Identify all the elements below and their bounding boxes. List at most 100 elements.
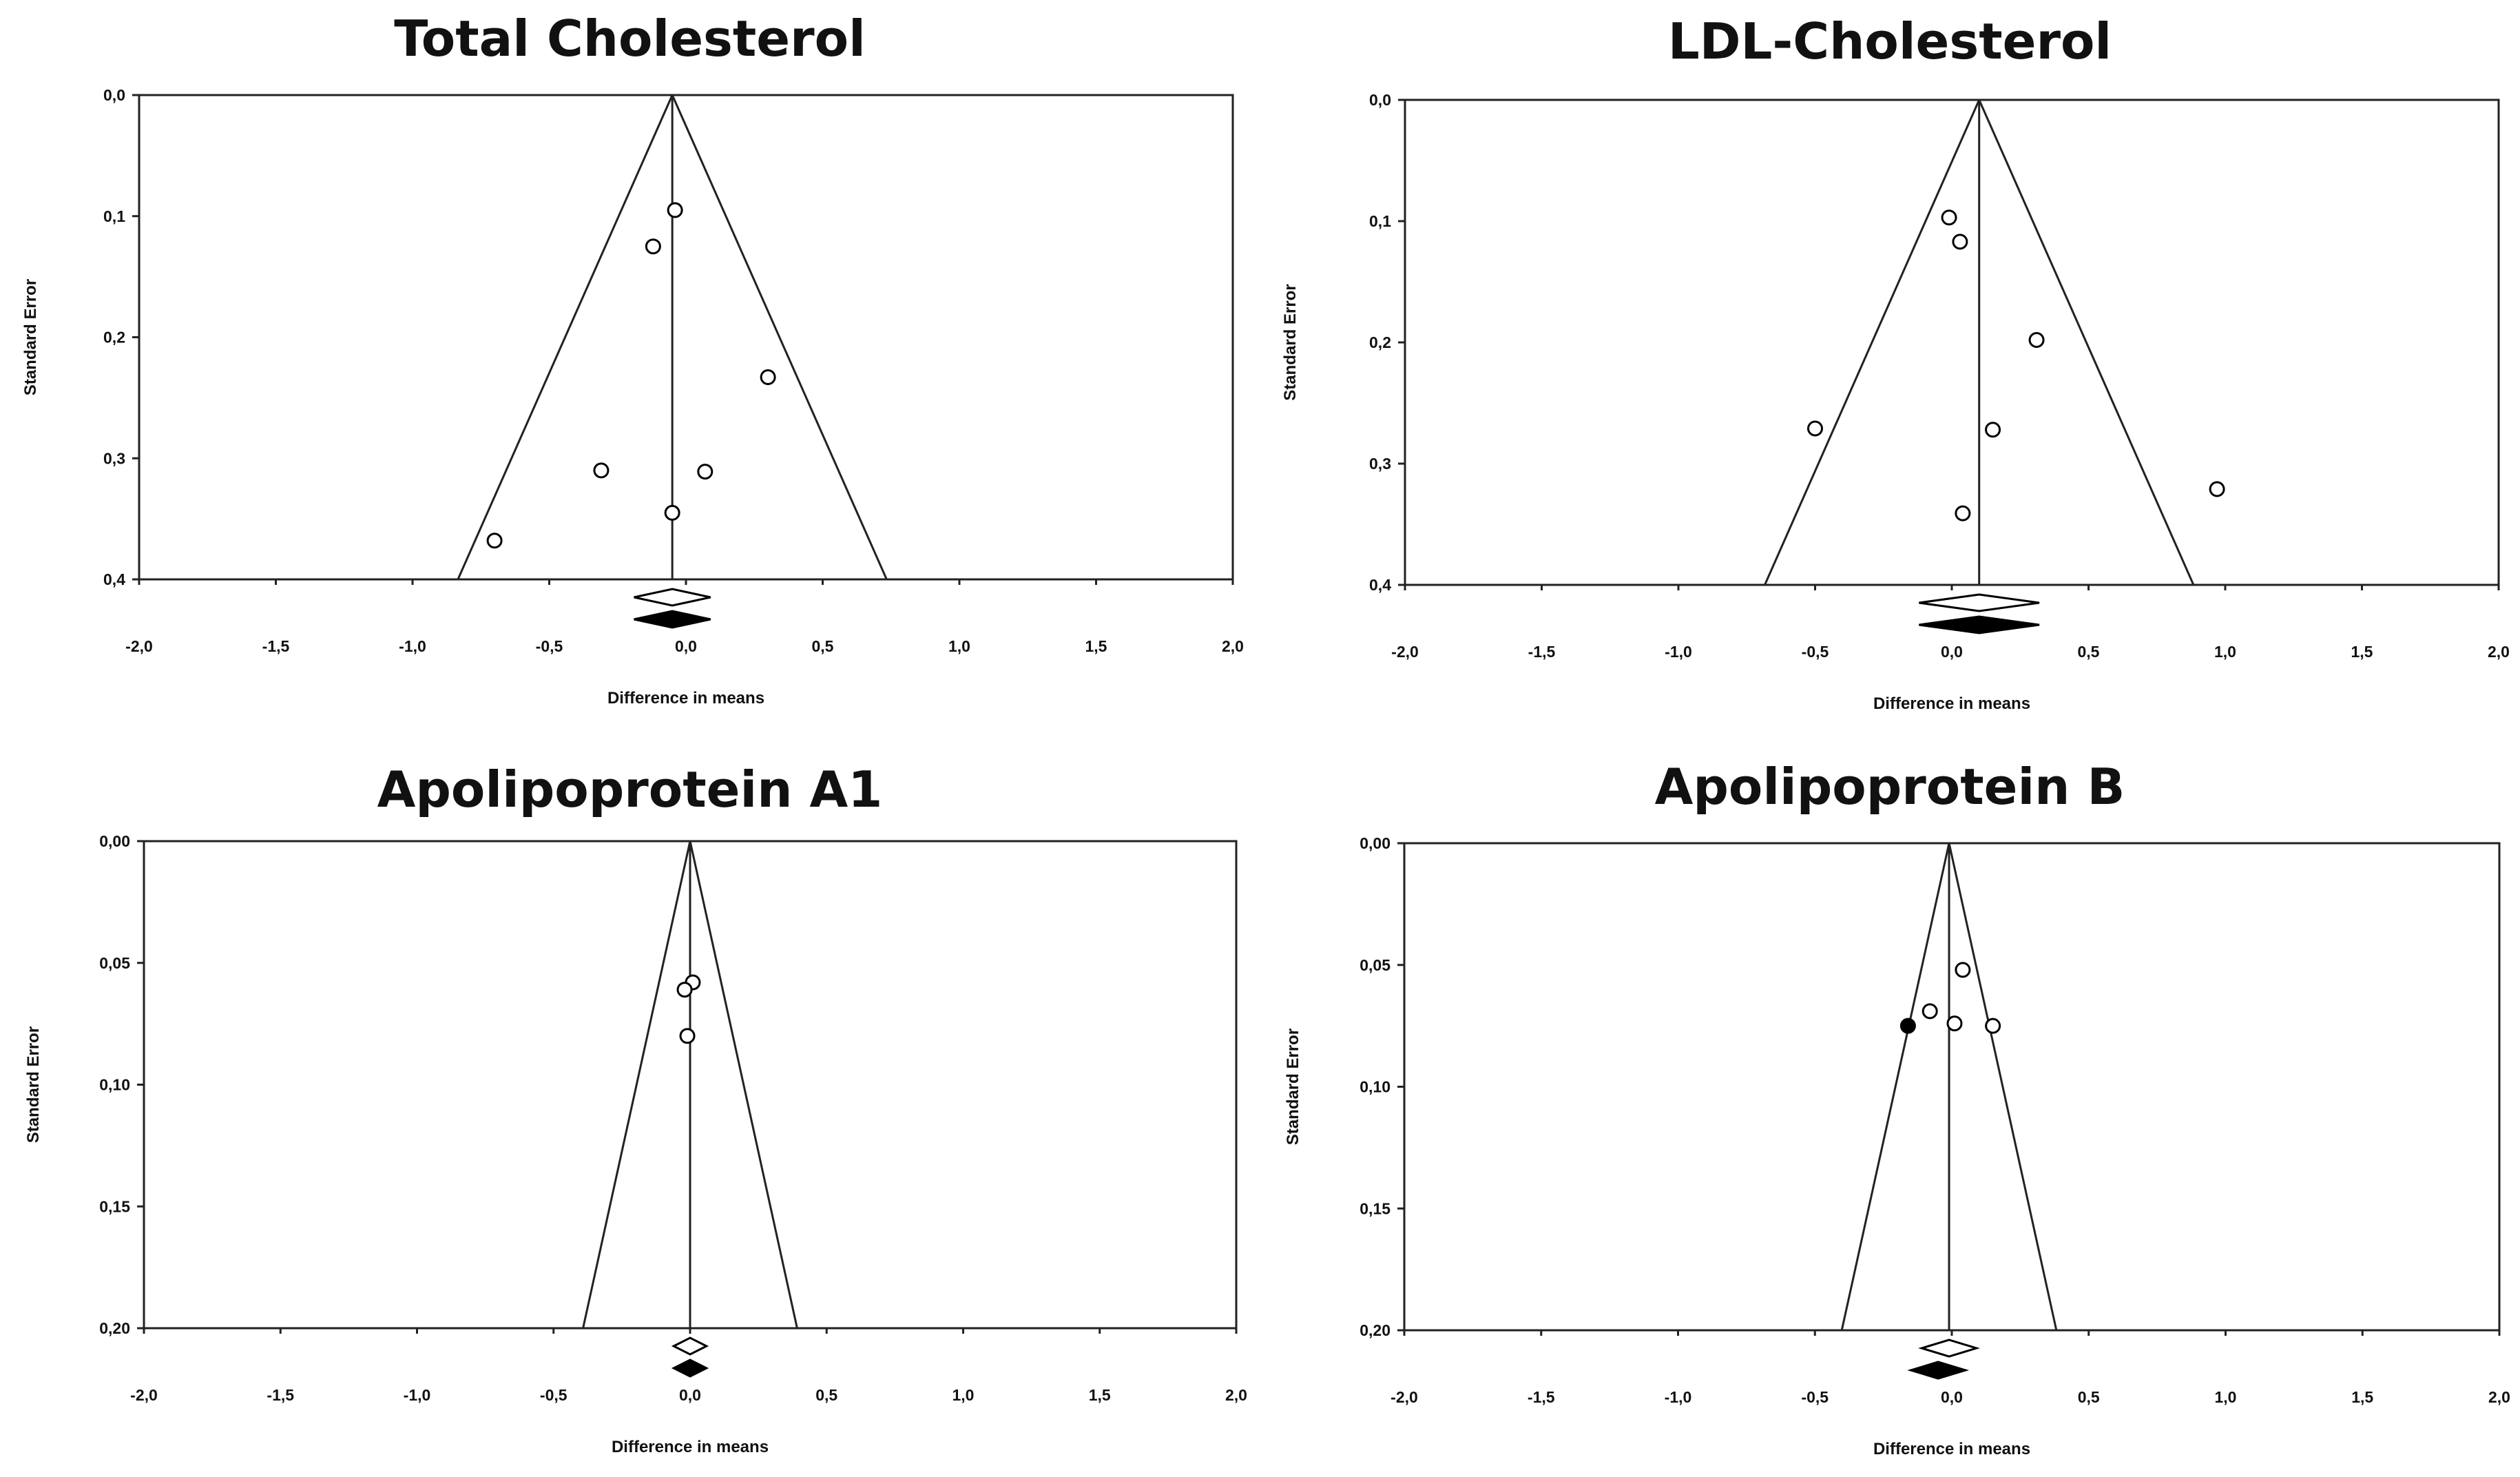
study-point: [1952, 234, 1968, 250]
x-tick-label: 1,0: [948, 637, 970, 655]
y-tick-label: 0,1: [103, 207, 125, 225]
x-tick-label: -1,0: [399, 637, 426, 655]
y-axis-label: Standard Error: [1284, 1029, 1302, 1145]
funnel-right-limit: [671, 94, 888, 580]
y-tick-label: 0,15: [99, 1197, 130, 1215]
study-point: [679, 1028, 696, 1044]
chart-title: LDL-Cholesterol: [1667, 12, 2112, 70]
x-tick-label: 2,0: [1225, 1386, 1247, 1404]
x-tick-label: 0,0: [1941, 643, 1963, 661]
chart-title: Apolipoprotein B: [1654, 758, 2125, 816]
study-point: [2028, 331, 2045, 348]
funnel-plot-svg: 0,0 0,1 0,2 0,3 0,4 -2,0 -1,5 -1,0 -0,5 0,0 0,5 1,0…: [1281, 91, 2510, 713]
x-tick-label: 0,5: [2078, 643, 2100, 661]
x-tick-label: 0,0: [1941, 1388, 1963, 1406]
study-point: [667, 202, 683, 218]
study-point: [645, 238, 661, 255]
y-axis-label: Standard Error: [21, 279, 40, 395]
study-point: [1807, 420, 1823, 437]
funnel-left-limit: [582, 840, 691, 1329]
x-tick-label: -1,5: [1528, 1388, 1555, 1406]
y-tick-label: 0,2: [1369, 333, 1391, 351]
x-tick-label: -1,0: [1665, 1388, 1692, 1406]
x-tick-label: -0,5: [540, 1386, 567, 1404]
chart-title: Apolipoprotein A1: [377, 761, 883, 818]
x-tick-label: 1,5: [2351, 1388, 2373, 1406]
x-tick-label: 2,0: [1222, 637, 1244, 655]
x-tick-label: 1,5: [1089, 1386, 1111, 1404]
study-point: [697, 464, 714, 480]
observed-summary-diamond: [1919, 593, 2040, 612]
x-tick-label: -2,0: [130, 1386, 158, 1404]
funnel-plot-apolipoprotein-a1: Apolipoprotein A1 0,00 0,05 0,10 0,15 0,20 -2…: [0, 738, 1260, 1477]
y-axis-label: Standard Error: [1281, 284, 1300, 400]
adjusted-summary-diamond: [634, 610, 711, 629]
x-tick-label: -1,5: [1528, 643, 1556, 661]
plot-frame: [1404, 99, 2500, 586]
study-point: [760, 369, 776, 385]
y-tick-label: 0,3: [103, 449, 125, 467]
x-axis-label: Difference in means: [1873, 694, 2030, 713]
x-tick-label: 1,0: [2215, 1388, 2237, 1406]
chart-title: Total Cholesterol: [394, 10, 866, 68]
observed-summary-diamond: [671, 1336, 709, 1356]
observed-summary-diamond: [1918, 1339, 1980, 1358]
x-tick-label: -2,0: [1391, 1388, 1418, 1406]
y-tick-label: 0,10: [1360, 1078, 1391, 1096]
y-tick-label: 0,05: [99, 954, 130, 972]
plot-frame: [1403, 842, 2501, 1332]
study-point: [2209, 481, 2225, 497]
study-point: [486, 533, 503, 549]
funnel-left-limit: [457, 94, 674, 580]
x-tick-label: -0,5: [1802, 643, 1829, 661]
y-tick-label: 0,00: [1360, 834, 1391, 852]
y-tick-label: 0,4: [1369, 576, 1391, 594]
x-tick-label: -2,0: [125, 637, 153, 655]
imputed-study-point: [1899, 1018, 1916, 1034]
funnel-plot-svg: 0,00 0,05 0,10 0,15 0,20 -2,0 -1,5 -1,0 -0,5 0,0 0…: [1284, 834, 2510, 1458]
y-tick-label: 0,4: [103, 570, 125, 588]
funnel-plot-apolipoprotein-b: Apolipoprotein B 0,00 0,05 0,10 0,15 0,20 -2,…: [1260, 738, 2520, 1477]
funnel-plot-ldl-cholesterol: LDL-Cholesterol 0,0 0,1 0,2 0,3 0,4 -2,0 -1,5 -…: [1260, 0, 2520, 738]
x-tick-label: 1,5: [2351, 643, 2373, 661]
funnel-left-limit: [1764, 99, 1981, 586]
x-tick-label: 0,5: [815, 1386, 837, 1404]
x-axis-label: Difference in means: [1873, 1440, 2030, 1458]
x-tick-label: -1,0: [1665, 643, 1692, 661]
study-point: [1922, 1003, 1938, 1020]
y-axis-label: Standard Error: [24, 1026, 43, 1143]
observed-summary-diamond: [634, 588, 711, 607]
x-tick-label: 0,5: [2078, 1388, 2100, 1406]
y-tick-label: 0,3: [1369, 455, 1391, 473]
y-tick-label: 0,0: [103, 86, 125, 104]
study-point: [1985, 422, 2001, 438]
x-tick-label: 0,5: [812, 637, 834, 655]
x-tick-label: 1,5: [1085, 637, 1107, 655]
y-tick-label: 0,1: [1369, 212, 1391, 230]
y-tick-label: 0,20: [1360, 1321, 1391, 1339]
funnel-right-limit: [1948, 843, 2058, 1331]
x-tick-label: -0,5: [536, 637, 563, 655]
plot-frame: [138, 94, 1234, 581]
study-point: [593, 462, 610, 479]
x-tick-label: -1,5: [267, 1386, 294, 1404]
y-tick-label: 0,05: [1360, 956, 1391, 974]
x-tick-label: -1,5: [262, 637, 290, 655]
study-point: [676, 982, 693, 998]
x-tick-label: -1,0: [404, 1386, 431, 1404]
x-tick-label: 1,0: [2214, 643, 2236, 661]
x-tick-label: 1,0: [952, 1386, 975, 1404]
funnel-plot-total-cholesterol: Total Cholesterol 0,0 0,1 0,2 0,3 0,4 -2,0 -1,…: [0, 0, 1260, 738]
y-tick-label: 0,2: [103, 329, 125, 347]
x-tick-label: 0,0: [675, 637, 697, 655]
y-tick-label: 0,0: [1369, 91, 1391, 109]
funnel-right-limit: [689, 840, 798, 1329]
study-point: [1985, 1018, 2001, 1034]
study-point: [1955, 962, 1971, 978]
adjusted-summary-diamond: [1907, 1361, 1970, 1380]
y-tick-label: 0,00: [99, 832, 130, 850]
study-point: [1955, 505, 1971, 521]
funnel-plot-svg: 0,00 0,05 0,10 0,15 0,20 -2,0 -1,5 -1,0 -0,5 0,0 0…: [24, 832, 1247, 1456]
x-axis-label: Difference in means: [607, 689, 764, 707]
x-tick-label: 2,0: [2488, 643, 2510, 661]
